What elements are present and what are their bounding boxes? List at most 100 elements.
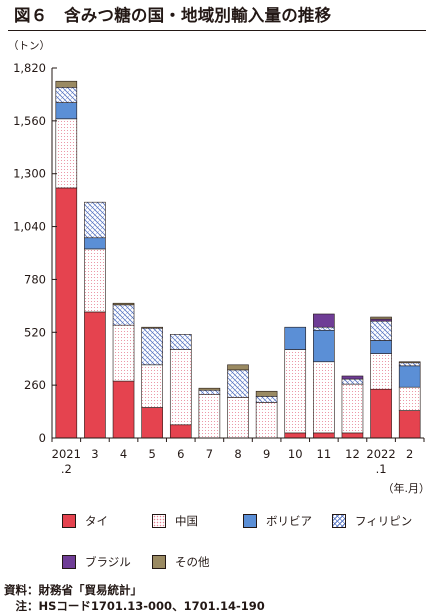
legend-label-thai: タイ	[85, 514, 108, 528]
bar-brazil-11	[370, 318, 392, 322]
bar-china-3	[141, 364, 163, 408]
bar-philippines-11	[370, 320, 392, 341]
legend-item-philippines: フィリピン	[332, 512, 412, 530]
bar-thai-9	[313, 432, 335, 439]
legend-item-thai: タイ	[62, 512, 108, 530]
bar-china-1	[84, 248, 106, 313]
bar-china-2	[112, 324, 135, 382]
bar-other-5	[198, 387, 221, 391]
bar-brazil-9	[313, 313, 335, 328]
x-tick-label-8-0: 10	[288, 447, 303, 461]
bar-other-12	[398, 361, 421, 364]
x-tick-label-3-0: 5	[148, 447, 155, 461]
y-tick-label-4: 1,040	[13, 220, 46, 234]
y-tick-label-5: 1,300	[13, 167, 46, 181]
x-axis-unit-label: （年.月）	[383, 481, 431, 495]
bar-bolivia-0	[55, 102, 78, 120]
chart-title: 図６ 含みつ糖の国・地域別輸入量の推移	[14, 6, 332, 25]
y-tick-label-6: 1,560	[13, 114, 46, 128]
bar-brazil-10	[341, 375, 364, 380]
y-axis-unit-label: （トン）	[8, 40, 50, 52]
legend-label-bolivia: ボリビア	[266, 514, 312, 528]
bar-bolivia-1	[84, 237, 106, 250]
x-tick-label-5-0: 7	[206, 447, 213, 461]
bar-segments	[55, 80, 421, 439]
bar-thai-12	[398, 410, 421, 439]
title-underline	[8, 30, 426, 31]
hs-code-note: 注：HSコード1701.13-000、1701.14-190	[4, 599, 265, 613]
bar-bolivia-11	[370, 340, 392, 354]
axes: 0 260 520 780 1,040 1,300 1,560 1,820 2021.2 3 4 5 6…	[13, 61, 430, 495]
bar-china-0	[55, 118, 78, 189]
bar-other-6	[227, 364, 249, 371]
x-tick-label-10-0: 12	[345, 447, 360, 461]
legend-swatch-china	[152, 514, 166, 528]
bar-other-11	[370, 316, 392, 320]
bar-china-5	[198, 393, 221, 439]
x-tick-label-12-0: 2	[406, 447, 413, 461]
bar-thai-10	[341, 432, 364, 439]
bar-thai-2	[112, 380, 135, 439]
bar-bolivia-12	[398, 365, 421, 388]
x-tick-label-1-0: 3	[91, 447, 98, 461]
bar-china-9	[313, 361, 335, 434]
bar-thai-3	[141, 407, 163, 439]
bar-philippines-3	[141, 327, 163, 366]
bar-other-7	[255, 390, 278, 397]
legend-label-brazil: ブラジル	[85, 555, 131, 569]
bar-china-10	[341, 383, 364, 434]
bar-thai-1	[84, 311, 106, 439]
x-tick-label-2-0: 4	[120, 447, 127, 461]
legend-swatch-thai	[62, 514, 76, 528]
legend-label-other: その他	[175, 555, 210, 569]
stacked-bar-chart: 0 260 520 780 1,040 1,300 1,560 1,820 2021.2 3 4 5 6…	[13, 61, 430, 495]
x-tick-label-6-0: 8	[234, 447, 241, 461]
legend-label-china: 中国	[175, 514, 198, 528]
legend-item-other: その他	[152, 553, 210, 571]
bar-thai-4	[169, 424, 192, 439]
x-tick-label-4-0: 6	[177, 447, 184, 461]
legend-item-china: 中国	[152, 512, 198, 530]
legend-swatch-bolivia	[243, 514, 257, 528]
bar-thai-0	[55, 187, 78, 439]
bar-philippines-4	[169, 334, 192, 350]
bar-thai-11	[370, 388, 392, 439]
source-note: 資料：財務省「貿易統計」	[4, 583, 142, 597]
bar-philippines-2	[112, 304, 135, 326]
x-tick-label-0-0: 2021	[52, 447, 81, 461]
bar-bolivia-9	[313, 329, 335, 363]
bar-philippines-0	[55, 87, 78, 103]
bar-other-0	[55, 80, 78, 88]
bar-china-6	[227, 397, 249, 439]
x-tick-label-7-0: 9	[263, 447, 270, 461]
bar-philippines-10	[341, 378, 364, 385]
bar-china-4	[169, 349, 192, 426]
bar-other-3	[141, 326, 163, 329]
bar-philippines-12	[398, 362, 421, 367]
y-tick-label-1: 260	[24, 378, 46, 392]
x-tick-label-11-1: .1	[376, 462, 387, 476]
bar-other-2	[112, 302, 135, 306]
y-tick-label-3: 780	[24, 272, 46, 286]
x-tick-label-11-0: 2022	[366, 447, 395, 461]
x-tick-label-0-1: .2	[61, 462, 72, 476]
legend-swatch-brazil	[62, 555, 76, 569]
legend-swatch-philippines	[332, 514, 346, 528]
bar-bolivia-8	[284, 326, 307, 350]
x-tick-label-9-0: 11	[317, 447, 332, 461]
bar-philippines-9	[313, 326, 335, 331]
bar-china-11	[370, 353, 392, 390]
bar-philippines-7	[255, 396, 278, 403]
bar-china-12	[398, 386, 421, 411]
bar-philippines-6	[227, 369, 249, 398]
bar-china-7	[255, 402, 278, 439]
y-tick-label-0: 0	[39, 431, 46, 445]
legend-item-brazil: ブラジル	[62, 553, 131, 571]
bar-philippines-1	[84, 201, 106, 239]
y-tick-label-7: 1,820	[13, 61, 46, 75]
y-tick-label-2: 520	[24, 325, 46, 339]
bar-philippines-5	[198, 389, 221, 395]
legend-label-philippines: フィリピン	[355, 514, 413, 528]
bar-china-8	[284, 349, 307, 434]
legend-swatch-other	[152, 555, 166, 569]
